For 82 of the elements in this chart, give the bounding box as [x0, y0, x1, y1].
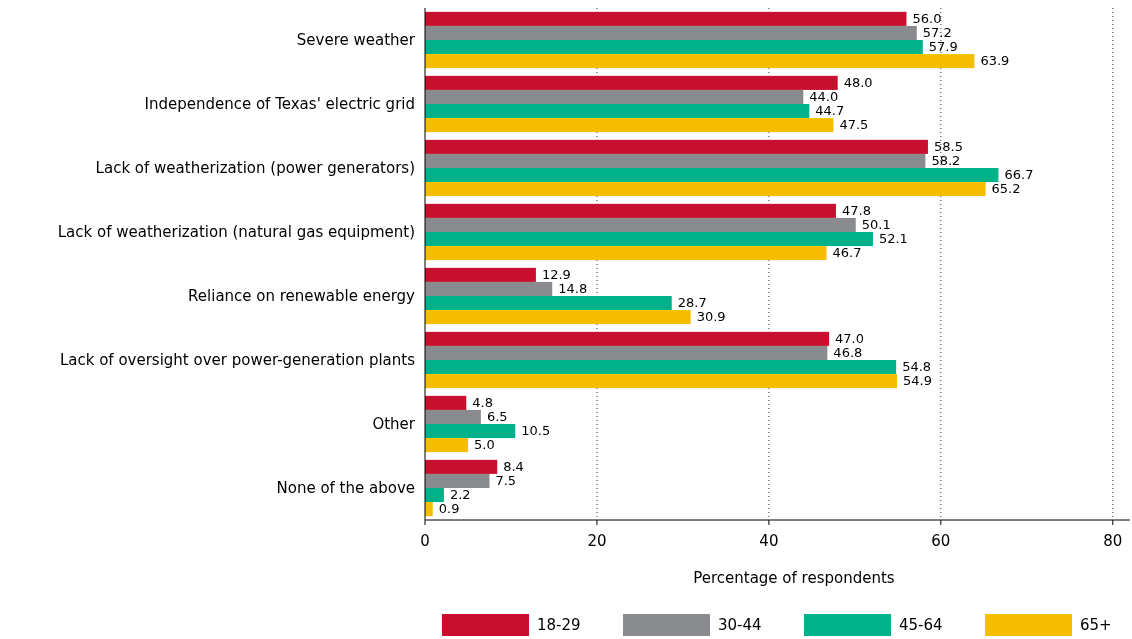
- data-label: 47.8: [841, 202, 871, 218]
- data-label: 63.9: [980, 53, 1010, 69]
- x-tick-label: 0: [420, 532, 430, 550]
- data-label: 56.0: [912, 10, 942, 26]
- y-tick-label: Lack of weatherization (natural gas equipment): [57, 223, 415, 241]
- data-label: 7.5: [495, 472, 517, 488]
- data-label: 30.9: [696, 309, 726, 325]
- bar: [425, 182, 986, 197]
- bar: [425, 424, 516, 439]
- y-tick-label: None of the above: [276, 479, 415, 497]
- data-label: 65.2: [991, 181, 1021, 197]
- bar: [425, 139, 928, 154]
- y-tick-label: Reliance on renewable energy: [188, 287, 416, 305]
- data-label: 48.0: [843, 74, 873, 90]
- data-label: 12.9: [541, 266, 571, 282]
- data-label: 46.8: [833, 344, 863, 360]
- bar: [425, 54, 975, 69]
- bar: [425, 395, 467, 410]
- data-label: 50.1: [861, 216, 891, 232]
- data-label: 8.4: [503, 458, 524, 474]
- bar: [425, 296, 672, 311]
- y-tick-label: Independence of Texas' electric grid: [144, 95, 415, 113]
- data-label: 5.0: [473, 437, 495, 453]
- data-label: 10.5: [521, 423, 551, 439]
- bar: [425, 89, 804, 104]
- bar: [425, 203, 836, 218]
- data-label: 47.0: [835, 330, 865, 346]
- data-label: 14.8: [558, 280, 588, 296]
- bar: [425, 488, 444, 503]
- text: 18-29: [537, 616, 581, 634]
- bar: [425, 374, 898, 389]
- bar: [425, 409, 481, 424]
- data-label: 66.7: [1004, 167, 1034, 183]
- bar: [425, 267, 536, 282]
- bar: [425, 310, 691, 325]
- x-tick-label: 40: [759, 532, 779, 550]
- text: 65+: [1080, 616, 1112, 634]
- bar: [425, 502, 433, 517]
- bar: [425, 104, 810, 119]
- bar: [425, 232, 873, 247]
- data-label: 47.5: [839, 117, 869, 133]
- data-label: 54.9: [903, 373, 932, 389]
- x-axis-title: Percentage of respondents: [693, 569, 895, 587]
- bar: [425, 345, 828, 360]
- data-label: 54.8: [902, 359, 932, 375]
- y-tick-label: Other: [372, 415, 416, 433]
- bar: [425, 246, 827, 261]
- data-label: 6.5: [486, 408, 508, 424]
- bar: [425, 360, 897, 375]
- y-tick-label: Severe weather: [296, 31, 416, 49]
- y-tick-label: Lack of weatherization (power generators): [95, 159, 415, 177]
- x-tick-label: 60: [931, 532, 951, 550]
- bar: [425, 25, 917, 40]
- x-tick-label: 80: [1103, 532, 1123, 550]
- bar: [425, 473, 490, 488]
- data-label: 2.2: [449, 487, 471, 503]
- data-label: 58.5: [933, 138, 963, 154]
- data-label: 0.9: [438, 501, 460, 517]
- data-label: 28.7: [677, 295, 707, 311]
- bar: [425, 40, 923, 55]
- bar: [425, 168, 999, 183]
- text: 30-44: [718, 616, 762, 634]
- data-label: 46.7: [832, 245, 862, 261]
- bar: [425, 331, 830, 346]
- data-label: 4.8: [472, 394, 493, 410]
- bar: [425, 118, 834, 133]
- data-label: 44.0: [809, 88, 839, 104]
- data-label: 58.2: [931, 152, 961, 168]
- data-label: 57.9: [928, 39, 958, 55]
- bar: [425, 459, 498, 474]
- data-label: 44.7: [815, 103, 845, 119]
- bar: [425, 438, 468, 453]
- bar: [425, 153, 926, 168]
- bar: [425, 217, 856, 232]
- data-label: 52.1: [878, 231, 908, 247]
- x-tick-label: 20: [587, 532, 607, 550]
- bar: [425, 11, 907, 26]
- data-label: 57.2: [922, 24, 952, 40]
- bar: [425, 281, 553, 296]
- y-tick-label: Lack of oversight over power-generation plants: [59, 351, 416, 369]
- text: 45-64: [899, 616, 943, 634]
- bar: [425, 75, 838, 90]
